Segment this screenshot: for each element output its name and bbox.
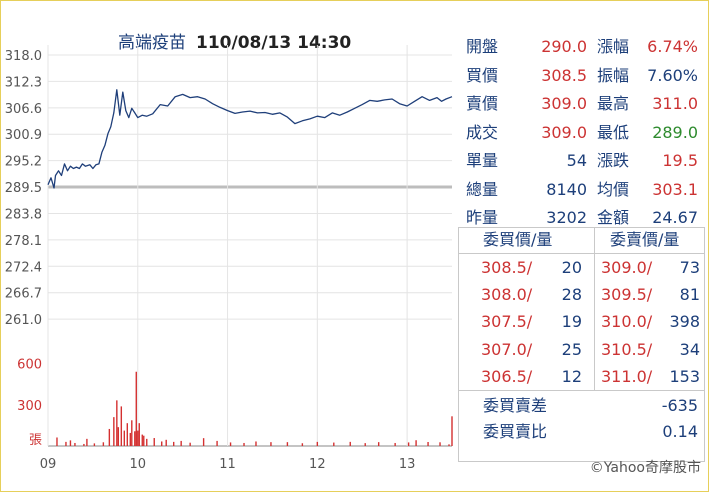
quote-label: 賣價	[466, 94, 499, 113]
bid-ask-diff-value: -635	[661, 396, 698, 415]
price-tick-label: 278.1	[5, 234, 42, 249]
quote-row: 賣價 309.0 最高 311.0	[466, 90, 702, 119]
ask-price: 310.0/	[601, 312, 653, 332]
bid-volume: 12	[561, 366, 582, 386]
bid-ask-diff-label: 委買賣差	[483, 396, 548, 415]
order-book-row: 308.0/28 309.5/81	[459, 281, 704, 310]
price-tick-label: 318.0	[5, 49, 42, 64]
volume-unit-label: 張	[29, 433, 42, 448]
quote-value: 19.5	[662, 151, 698, 170]
order-book-row: 306.5/12 311.0/153	[459, 363, 704, 392]
ask-volume: 398	[669, 312, 700, 332]
bid-price: 307.0/	[481, 339, 533, 359]
order-book: 委買價/量 委賣價/量 308.5/20 309.0/73 308.0/28 309.…	[458, 227, 705, 462]
time-tick-label: 12	[309, 457, 326, 470]
quote-value: 309.0	[541, 122, 587, 142]
price-tick-label: 312.3	[5, 75, 42, 90]
bid-ask-ratio-value: 0.14	[662, 422, 698, 441]
quote-label: 單量	[466, 151, 499, 170]
price-tick-label: 272.4	[5, 260, 42, 275]
price-tick-label: 283.8	[5, 207, 42, 222]
price-tick-label: 261.0	[5, 313, 42, 328]
quote-label: 總量	[466, 179, 499, 199]
quote-value: 24.67	[652, 208, 698, 227]
bid-price: 306.5/	[481, 366, 533, 386]
price-tick-label: 266.7	[5, 287, 42, 302]
stock-name: 高端疫苗	[118, 33, 186, 53]
quote-row: 開盤 290.0 漲幅 6.74%	[466, 33, 702, 62]
quote-summary-table: 開盤 290.0 漲幅 6.74% 買價 308.5 振幅 7.60% 賣價 309.0 最高 311…	[466, 33, 702, 233]
bid-price: 307.5/	[481, 312, 533, 332]
quote-value: 309.0	[541, 94, 587, 113]
bid-ask-ratio-row: 委買賣比 0.14	[459, 418, 704, 446]
quote-value: 3202	[546, 208, 587, 227]
order-book-row: 308.5/20 309.0/73	[459, 254, 704, 283]
quote-label: 開盤	[466, 37, 499, 56]
ask-price: 309.0/	[601, 258, 653, 277]
bid-price: 308.0/	[481, 285, 533, 305]
ask-price: 309.5/	[601, 285, 653, 305]
volume-tick-label: 600	[17, 358, 42, 373]
quote-label: 漲幅	[597, 37, 630, 56]
ask-volume: 34	[679, 339, 700, 359]
quote-label: 最高	[597, 94, 630, 113]
bid-ask-ratio-label: 委買賣比	[483, 422, 548, 441]
time-tick-label: 10	[130, 457, 147, 470]
order-book-header: 委買價/量 委賣價/量	[459, 228, 704, 254]
quote-row: 成交 309.0 最低 289.0	[466, 119, 702, 148]
price-line	[47, 89, 453, 189]
ask-header: 委賣價/量	[610, 230, 680, 249]
quote-label: 漲跌	[597, 151, 630, 170]
price-tick-label: 289.5	[5, 181, 42, 196]
time-tick-label: 11	[219, 457, 236, 470]
bid-ask-diff-row: 委買賣差 -635	[459, 392, 704, 420]
quote-value: 6.74%	[647, 37, 698, 56]
quote-row: 買價 308.5 振幅 7.60%	[466, 62, 702, 91]
intraday-chart: 318.0 312.3 306.6 300.9 295.2 289.5 283.8 278.1…	[5, 45, 453, 470]
quote-datetime: 110/08/13 14:30	[196, 33, 352, 53]
ask-volume: 153	[669, 366, 700, 386]
quote-label: 最低	[597, 122, 630, 142]
order-book-divider	[594, 228, 595, 390]
time-tick-label: 09	[40, 457, 57, 470]
quote-value: 54	[566, 151, 587, 170]
time-tick-label: 13	[399, 457, 416, 470]
bid-price: 308.5/	[481, 258, 533, 277]
quote-value: 8140	[546, 179, 587, 199]
quote-value: 290.0	[541, 37, 587, 56]
quote-label: 昨量	[466, 208, 499, 227]
yahoo-credit: ©Yahoo奇摩股市	[589, 460, 701, 476]
order-book-summary-divider	[459, 390, 704, 391]
ask-volume: 73	[679, 258, 700, 277]
quote-row: 昨量 3202 金額 24.67	[466, 204, 702, 233]
quote-label: 成交	[466, 122, 499, 142]
ask-price: 310.5/	[601, 339, 653, 359]
ask-price: 311.0/	[601, 366, 653, 386]
order-book-row: 307.5/19 310.0/398	[459, 308, 704, 337]
ask-volume: 81	[679, 285, 700, 305]
bid-volume: 20	[561, 258, 582, 277]
price-tick-label: 306.6	[5, 102, 42, 117]
quote-label: 買價	[466, 65, 499, 85]
order-book-row: 307.0/25 310.5/34	[459, 336, 704, 365]
volume-tick-label: 300	[17, 399, 42, 414]
quote-label: 均價	[597, 179, 630, 199]
bid-volume: 19	[561, 312, 582, 332]
bid-volume: 28	[561, 285, 582, 305]
quote-row: 單量 54 漲跌 19.5	[466, 147, 702, 176]
price-tick-label: 300.9	[5, 128, 42, 143]
bid-volume: 25	[561, 339, 582, 359]
quote-label: 振幅	[597, 65, 630, 85]
quote-label: 金額	[597, 208, 630, 227]
quote-value: 308.5	[541, 65, 587, 85]
quote-row: 總量 8140 均價 303.1	[466, 176, 702, 205]
quote-value: 7.60%	[647, 65, 698, 85]
chart-title: 高端疫苗 110/08/13 14:30	[118, 28, 351, 53]
quote-value: 311.0	[652, 94, 698, 113]
bid-header: 委買價/量	[483, 230, 553, 249]
quote-value: 303.1	[652, 179, 698, 199]
price-tick-label: 295.2	[5, 155, 42, 170]
quote-value: 289.0	[652, 122, 698, 142]
